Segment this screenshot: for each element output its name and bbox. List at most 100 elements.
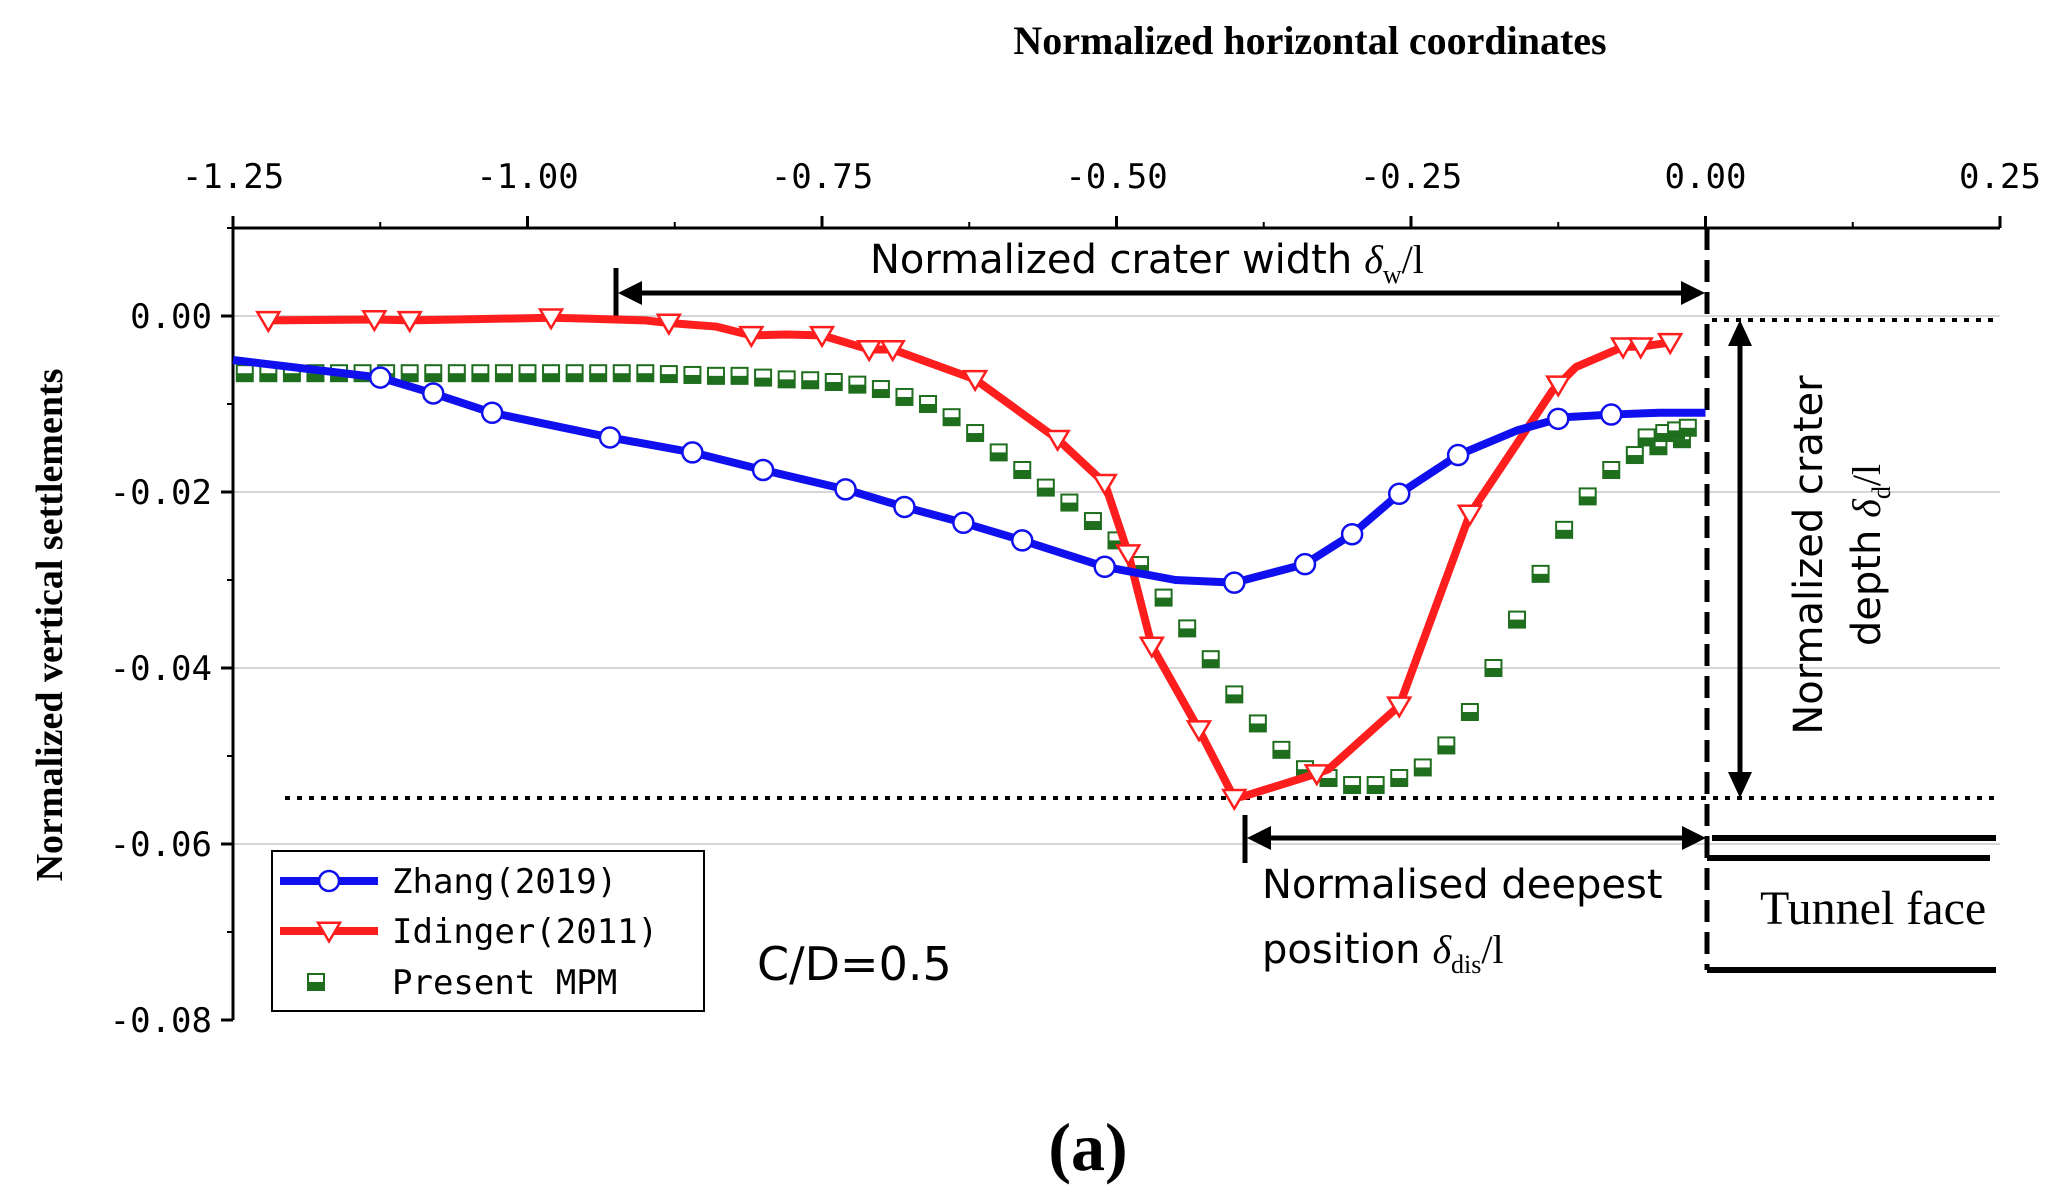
mpm-point-26 <box>848 375 867 394</box>
zhang-point-11 <box>1223 571 1246 594</box>
zhang-line <box>232 356 1706 587</box>
y-tick-label-0: 0.00 <box>130 297 212 337</box>
mpm-point-44-fill <box>1273 749 1290 758</box>
x-tick-label-6: 0.25 <box>1959 157 2041 197</box>
idinger-point-13 <box>1138 636 1166 659</box>
crater-depth-arrow-bottom-head <box>1728 772 1752 798</box>
mpm-point-51 <box>1437 736 1456 755</box>
deepest-arrow-left-head <box>1247 826 1271 850</box>
zhang-point-9 <box>1011 529 1034 552</box>
panel-label: (a) <box>1048 1109 1127 1185</box>
mpm-point-53-fill <box>1485 668 1502 676</box>
grid-lines <box>233 315 2000 845</box>
mpm-extra-point-3-fill <box>1679 427 1696 436</box>
idinger-point-19 <box>1545 375 1572 398</box>
mpm-extra-point-2-fill <box>1668 430 1685 439</box>
zhang-point-7 <box>893 495 916 519</box>
idinger-point-5 <box>738 325 765 349</box>
deepest-label-line2: position δdis/l <box>1262 927 1504 979</box>
mpm-point-27-fill <box>872 389 889 398</box>
mpm-point-42-fill <box>1226 694 1243 703</box>
idinger-point-16 <box>1303 764 1330 787</box>
mpm-point-35-fill <box>1061 502 1078 511</box>
deepest-label-line1: Normalised deepest <box>1262 862 1663 908</box>
x-tick-label-4: -0.25 <box>1360 157 1462 197</box>
crater-width-arrow-left-head <box>618 281 642 305</box>
crater-width-symbol: δ <box>1364 237 1384 282</box>
zhang-point-8 <box>952 511 975 535</box>
mpm-point-2-fill <box>283 373 300 382</box>
mpm-point-51-fill <box>1438 745 1455 754</box>
x-tick-label-2: -0.75 <box>771 157 873 197</box>
mpm-point-31-fill <box>967 433 984 442</box>
legend-marker-mpm-fill <box>308 982 324 990</box>
mpm-point-14 <box>565 364 584 383</box>
mpm-point-50-fill <box>1414 767 1431 776</box>
mpm-point-58 <box>1602 461 1621 479</box>
mpm-point-24 <box>801 371 820 390</box>
mpm-point-33 <box>1013 461 1032 479</box>
mpm-point-7-fill <box>401 373 418 382</box>
mpm-point-39 <box>1154 588 1173 607</box>
mpm-point-20-fill <box>707 375 724 384</box>
zhang-point-0 <box>369 366 392 389</box>
mpm-point-44 <box>1272 740 1291 759</box>
zhang-point-13 <box>1340 522 1364 546</box>
crater-width-tail: /l <box>1402 237 1424 282</box>
mpm-point-58-fill <box>1603 470 1620 478</box>
mpm-point-25-fill <box>825 382 842 390</box>
mpm-point-24-fill <box>802 380 819 389</box>
mpm-point-56 <box>1555 520 1574 539</box>
mpm-point-32 <box>989 443 1008 462</box>
mpm-point-54-fill <box>1509 619 1526 628</box>
mpm-point-27 <box>871 380 890 399</box>
y-tick-label-3: -0.06 <box>110 825 212 865</box>
series-zhang-2019 <box>232 356 1706 594</box>
mpm-point-31 <box>966 424 985 443</box>
mpm-point-18-fill <box>660 374 677 383</box>
y-tick-label-4: -0.08 <box>110 1001 212 1041</box>
crater-width-subscript: w <box>1383 260 1402 289</box>
mpm-point-57 <box>1578 487 1597 506</box>
idinger-point-4 <box>655 313 683 336</box>
mpm-point-48 <box>1366 776 1385 795</box>
mpm-point-36-fill <box>1084 521 1101 530</box>
mpm-point-46-fill <box>1320 778 1337 786</box>
mpm-point-57-fill <box>1579 496 1596 505</box>
mpm-point-36 <box>1083 512 1102 531</box>
mpm-point-19 <box>683 365 702 384</box>
mpm-point-59 <box>1625 446 1644 465</box>
mpm-extra-point-0-fill <box>1638 437 1655 446</box>
mpm-point-28-fill <box>896 396 913 405</box>
mpm-point-48-fill <box>1367 785 1384 794</box>
idinger-point-3 <box>537 308 565 331</box>
deepest-text: position <box>1262 927 1420 973</box>
mpm-point-47 <box>1343 776 1362 795</box>
mpm-point-20 <box>706 366 725 385</box>
mpm-point-0-fill <box>236 373 253 382</box>
legend-marker-idinger <box>315 921 343 944</box>
x-tick-label-3: -0.50 <box>1065 157 1167 197</box>
idinger-point-22 <box>1656 332 1684 356</box>
mpm-point-16-fill <box>613 373 630 382</box>
mpm-point-42 <box>1225 685 1244 704</box>
mpm-point-49-fill <box>1391 778 1408 786</box>
series-layer <box>232 308 1706 812</box>
mpm-point-15-fill <box>590 373 607 382</box>
tunnel-face-label: Tunnel face <box>1760 882 1986 935</box>
zhang-point-3 <box>598 426 622 449</box>
idinger-point-21 <box>1627 337 1654 360</box>
mpm-extra-point-3 <box>1678 418 1697 437</box>
mpm-point-60-fill <box>1650 446 1667 455</box>
y-tick-label-1: -0.02 <box>110 473 212 513</box>
mpm-point-22-fill <box>755 377 772 386</box>
mpm-point-49 <box>1390 769 1409 787</box>
idinger-point-10 <box>1044 429 1071 453</box>
crater-depth-label-line1: Normalized crater <box>1786 375 1832 735</box>
crater-depth-label-line2: depth δd/l <box>1844 464 1896 646</box>
mpm-point-29-fill <box>920 404 937 412</box>
mpm-point-1-fill <box>260 373 277 382</box>
mpm-point-35 <box>1060 493 1079 512</box>
idinger-point-12 <box>1115 544 1142 567</box>
